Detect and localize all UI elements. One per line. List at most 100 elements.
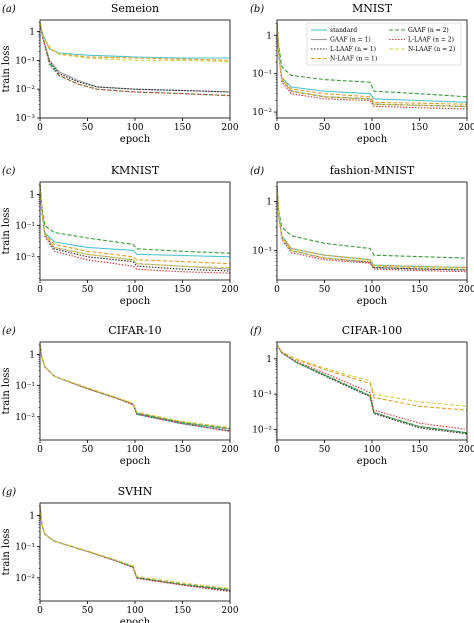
x-tick-label: 100	[126, 123, 143, 133]
series-line-llaaf2	[277, 23, 467, 110]
series-group	[40, 22, 230, 97]
series-line-nlaaf1	[277, 186, 467, 269]
x-axis-label: epoch	[120, 617, 151, 623]
x-tick-label: 150	[411, 445, 428, 455]
panel-letter: (f)	[250, 326, 262, 337]
x-axis-label: epoch	[120, 134, 151, 145]
series-line-llaaf2	[277, 344, 467, 430]
x-tick-label: 150	[411, 285, 428, 295]
series-line-llaaf2	[40, 22, 230, 97]
x-tick-label: 0	[37, 606, 43, 616]
panel-letter: (b)	[250, 4, 264, 15]
x-tick-label: 0	[37, 123, 43, 133]
x-tick-label: 50	[319, 445, 331, 455]
y-tick-label: 10⁻¹	[15, 222, 35, 232]
y-tick-label: 10⁻²	[15, 413, 35, 423]
panel-cifar-10: (e) CIFAR-10 0 50 100 150 200 1 10⁻¹ 10⁻² epoch tra…	[1, 324, 239, 467]
series-group	[40, 505, 230, 593]
x-tick-label: 150	[174, 285, 191, 295]
x-axis-label: epoch	[120, 296, 151, 307]
legend-label-llaaf2: L-LAAF (n = 2)	[408, 37, 454, 44]
x-axis-label: epoch	[357, 296, 388, 307]
x-tick-label: 150	[411, 123, 428, 133]
series-line-gaaf2	[40, 505, 230, 591]
series-line-llaaf1	[40, 505, 230, 592]
series-line-nlaaf2	[277, 344, 467, 407]
panel-svhn: (g) SVHN 0 50 100 150 200 1 10⁻¹ 10⁻² epoch train l…	[1, 485, 239, 623]
plot-frame	[39, 19, 231, 119]
y-tick-label: 1	[266, 355, 272, 365]
series-line-llaaf2	[40, 344, 230, 432]
x-tick-label: 200	[458, 285, 474, 295]
series-line-nlaaf2	[40, 184, 230, 269]
series-line-gaaf2	[277, 186, 467, 259]
series-group	[40, 184, 230, 274]
y-tick-label: 10⁻²	[252, 425, 272, 435]
x-tick-label: 0	[274, 285, 280, 295]
panel-kmnist: (c) KMNIST 0 50 100 150 200 1 10⁻¹ 10⁻² epoch train…	[1, 164, 239, 307]
panel-cifar-100: (f) CIFAR-100 0 50 100 150 200 1 10⁻¹ 10⁻² epoch	[250, 324, 474, 467]
x-tick-label: 200	[221, 285, 238, 295]
panel-letter: (e)	[2, 326, 16, 337]
y-axis-label: train loss	[1, 207, 12, 254]
legend: standard GAAF (n = 1) L-LAAF (n = 1) N-LAAF…	[306, 22, 462, 66]
series-line-gaaf2	[40, 344, 230, 430]
x-tick-label: 100	[363, 123, 380, 133]
x-tick-label: 100	[126, 606, 143, 616]
y-axis-label: train loss	[1, 528, 12, 575]
series-line-gaaf1	[40, 505, 230, 591]
x-tick-label: 150	[174, 123, 191, 133]
series-line-nlaaf2	[40, 344, 230, 429]
y-tick-label: 1	[29, 190, 35, 200]
series-line-nlaaf1	[40, 344, 230, 429]
x-tick-label: 100	[363, 285, 380, 295]
series-line-nlaaf1	[40, 22, 230, 61]
y-tick-label: 10⁻¹	[15, 382, 35, 392]
x-tick-label: 50	[319, 123, 331, 133]
y-axis-label: train loss	[1, 45, 12, 92]
series-group	[277, 344, 467, 435]
series-line-nlaaf2	[40, 22, 230, 63]
y-tick-label: 10⁻¹	[252, 70, 272, 80]
series-line-nlaaf2	[277, 186, 467, 270]
y-tick-label: 10⁻¹	[15, 56, 35, 66]
panel-title: SVHN	[118, 485, 153, 498]
series-line-standard	[40, 344, 230, 432]
y-axis-label: train loss	[1, 367, 12, 414]
x-tick-label: 100	[126, 285, 143, 295]
series-group	[40, 344, 230, 432]
x-tick-label: 50	[319, 285, 331, 295]
x-tick-label: 200	[221, 123, 238, 133]
panel-letter: (d)	[250, 166, 264, 177]
series-line-standard	[277, 186, 467, 269]
series-line-llaaf2	[277, 186, 467, 273]
series-line-llaaf2	[40, 505, 230, 593]
x-tick-label: 0	[37, 285, 43, 295]
y-tick-label: 10⁻¹	[15, 543, 35, 553]
panel-title: Semeion	[111, 2, 159, 15]
series-line-gaaf2	[40, 184, 230, 254]
series-line-gaaf2	[277, 344, 467, 434]
x-tick-label: 0	[274, 445, 280, 455]
panel-letter: (c)	[2, 166, 16, 177]
panel-mnist: (b) MNIST 0 50 100 150 200 1 10⁻¹ 10⁻² epoch standa…	[250, 2, 474, 145]
x-axis-label: epoch	[357, 134, 388, 145]
y-tick-label: 1	[29, 27, 35, 37]
y-tick-label: 10⁻²	[252, 108, 272, 118]
x-tick-label: 150	[174, 606, 191, 616]
y-tick-label: 10⁻¹	[252, 390, 272, 400]
x-tick-label: 200	[458, 123, 474, 133]
legend-label-gaaf2: GAAF (n = 2)	[408, 27, 449, 34]
legend-label-nlaaf2: N-LAAF (n = 2)	[408, 46, 455, 53]
x-tick-label: 100	[363, 445, 380, 455]
x-tick-label: 0	[37, 445, 43, 455]
x-tick-label: 200	[458, 445, 474, 455]
legend-label-llaaf1: L-LAAF (n = 1)	[330, 46, 376, 53]
x-tick-label: 50	[82, 123, 94, 133]
y-tick-label: 10⁻²	[15, 574, 35, 584]
x-tick-label: 150	[174, 445, 191, 455]
x-tick-label: 0	[274, 123, 280, 133]
series-line-standard	[40, 505, 230, 591]
y-tick-label: 1	[29, 350, 35, 360]
